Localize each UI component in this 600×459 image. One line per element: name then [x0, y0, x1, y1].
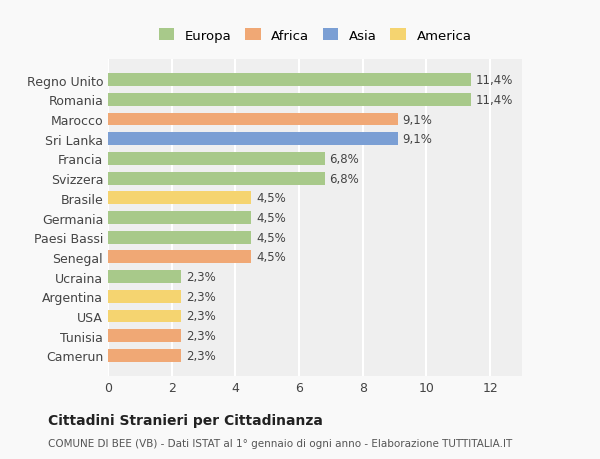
Text: 4,5%: 4,5% [256, 231, 286, 244]
Bar [108, 74, 471, 87]
Bar [108, 212, 251, 224]
Bar [108, 271, 181, 283]
Bar [108, 310, 181, 323]
Bar [108, 113, 398, 126]
Bar [108, 133, 398, 146]
Text: 2,3%: 2,3% [186, 310, 216, 323]
Text: 6,8%: 6,8% [329, 172, 359, 185]
Text: 11,4%: 11,4% [476, 74, 513, 87]
Bar [108, 231, 251, 244]
Bar [108, 251, 251, 264]
Text: 2,3%: 2,3% [186, 270, 216, 284]
Bar [108, 172, 325, 185]
Text: 2,3%: 2,3% [186, 330, 216, 342]
Bar [108, 290, 181, 303]
Legend: Europa, Africa, Asia, America: Europa, Africa, Asia, America [155, 25, 475, 46]
Text: 6,8%: 6,8% [329, 152, 359, 166]
Text: 4,5%: 4,5% [256, 212, 286, 224]
Text: 9,1%: 9,1% [403, 113, 433, 126]
Bar [108, 330, 181, 342]
Text: Cittadini Stranieri per Cittadinanza: Cittadini Stranieri per Cittadinanza [48, 413, 323, 427]
Text: 2,3%: 2,3% [186, 349, 216, 362]
Text: 11,4%: 11,4% [476, 94, 513, 106]
Text: 2,3%: 2,3% [186, 290, 216, 303]
Bar [108, 349, 181, 362]
Bar [108, 153, 325, 165]
Bar [108, 94, 471, 106]
Bar [108, 192, 251, 205]
Text: 4,5%: 4,5% [256, 251, 286, 264]
Text: 9,1%: 9,1% [403, 133, 433, 146]
Text: COMUNE DI BEE (VB) - Dati ISTAT al 1° gennaio di ogni anno - Elaborazione TUTTIT: COMUNE DI BEE (VB) - Dati ISTAT al 1° ge… [48, 438, 512, 448]
Text: 4,5%: 4,5% [256, 192, 286, 205]
